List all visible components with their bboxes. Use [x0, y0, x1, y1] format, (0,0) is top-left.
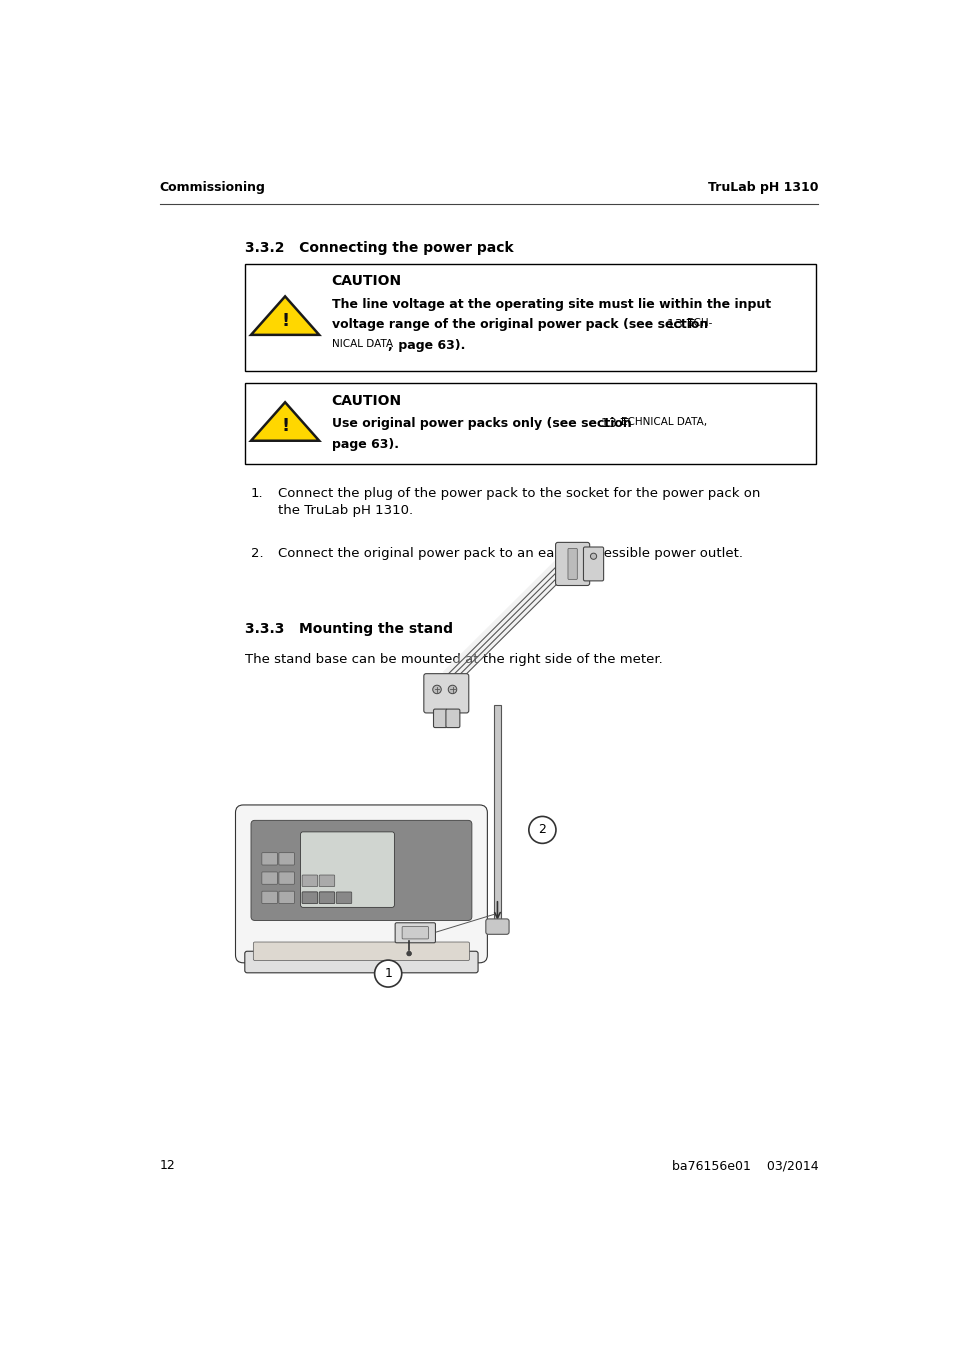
Text: 2.: 2. [251, 547, 263, 560]
FancyBboxPatch shape [300, 832, 394, 907]
Text: voltage range of the original power pack (see section: voltage range of the original power pack… [332, 319, 712, 331]
FancyBboxPatch shape [319, 892, 335, 903]
FancyBboxPatch shape [485, 919, 509, 934]
Text: page 63).: page 63). [394, 339, 464, 352]
FancyBboxPatch shape [278, 853, 294, 865]
Polygon shape [251, 297, 319, 335]
Text: 2: 2 [537, 824, 546, 837]
Text: CAUTION: CAUTION [332, 394, 401, 408]
Text: CAUTION: CAUTION [332, 274, 401, 289]
FancyBboxPatch shape [261, 853, 277, 865]
Text: !: ! [281, 312, 289, 329]
FancyBboxPatch shape [261, 872, 277, 884]
Circle shape [448, 686, 456, 694]
Text: 1.: 1. [251, 487, 263, 500]
FancyBboxPatch shape [253, 942, 469, 960]
Circle shape [433, 686, 441, 694]
FancyBboxPatch shape [245, 263, 815, 371]
FancyBboxPatch shape [245, 383, 815, 464]
FancyBboxPatch shape [583, 547, 603, 580]
FancyBboxPatch shape [395, 923, 435, 942]
FancyBboxPatch shape [278, 872, 294, 884]
Text: The line voltage at the operating site must lie within the input: The line voltage at the operating site m… [332, 297, 770, 310]
Text: TruLab pH 1310: TruLab pH 1310 [707, 181, 818, 194]
Text: The stand base can be mounted at the right side of the meter.: The stand base can be mounted at the rig… [245, 653, 661, 667]
Text: 3.3.2   Connecting the power pack: 3.3.2 Connecting the power pack [245, 240, 513, 255]
FancyBboxPatch shape [567, 548, 577, 579]
Polygon shape [251, 402, 319, 440]
Text: !: ! [281, 417, 289, 436]
FancyBboxPatch shape [261, 891, 277, 903]
FancyBboxPatch shape [278, 891, 294, 903]
FancyBboxPatch shape [402, 926, 428, 940]
Text: NICAL DATA: NICAL DATA [332, 339, 393, 350]
Text: ECH-: ECH- [686, 319, 712, 328]
Text: page 63).: page 63). [332, 437, 398, 451]
FancyBboxPatch shape [251, 821, 472, 921]
FancyBboxPatch shape [445, 709, 459, 728]
Circle shape [590, 554, 596, 559]
Text: 13 T: 13 T [599, 417, 627, 429]
FancyBboxPatch shape [494, 705, 500, 921]
Text: 12: 12 [159, 1160, 175, 1172]
Text: Commissioning: Commissioning [159, 181, 265, 194]
Circle shape [375, 960, 401, 987]
Text: 1: 1 [384, 967, 392, 980]
FancyBboxPatch shape [302, 892, 317, 903]
FancyBboxPatch shape [319, 875, 335, 887]
Text: Connect the original power pack to an easily accessible power outlet.: Connect the original power pack to an ea… [278, 547, 742, 560]
Text: Connect the plug of the power pack to the socket for the power pack on
the TruLa: Connect the plug of the power pack to th… [278, 487, 760, 517]
FancyBboxPatch shape [319, 892, 335, 903]
FancyBboxPatch shape [433, 709, 447, 728]
FancyBboxPatch shape [245, 952, 477, 973]
Circle shape [406, 952, 411, 956]
Text: 13 T: 13 T [666, 319, 694, 331]
Text: ,: , [387, 339, 392, 352]
Polygon shape [442, 560, 568, 684]
FancyBboxPatch shape [302, 875, 317, 887]
Text: ECHNICAL DATA,: ECHNICAL DATA, [620, 417, 706, 427]
Text: Use original power packs only (see section: Use original power packs only (see secti… [332, 417, 635, 429]
FancyBboxPatch shape [235, 805, 487, 963]
FancyBboxPatch shape [555, 543, 589, 586]
Text: 3.3.3   Mounting the stand: 3.3.3 Mounting the stand [245, 622, 453, 636]
FancyBboxPatch shape [302, 892, 317, 903]
FancyBboxPatch shape [423, 674, 468, 713]
FancyBboxPatch shape [335, 892, 352, 903]
Circle shape [528, 817, 556, 844]
Text: ba76156e01    03/2014: ba76156e01 03/2014 [671, 1160, 818, 1172]
